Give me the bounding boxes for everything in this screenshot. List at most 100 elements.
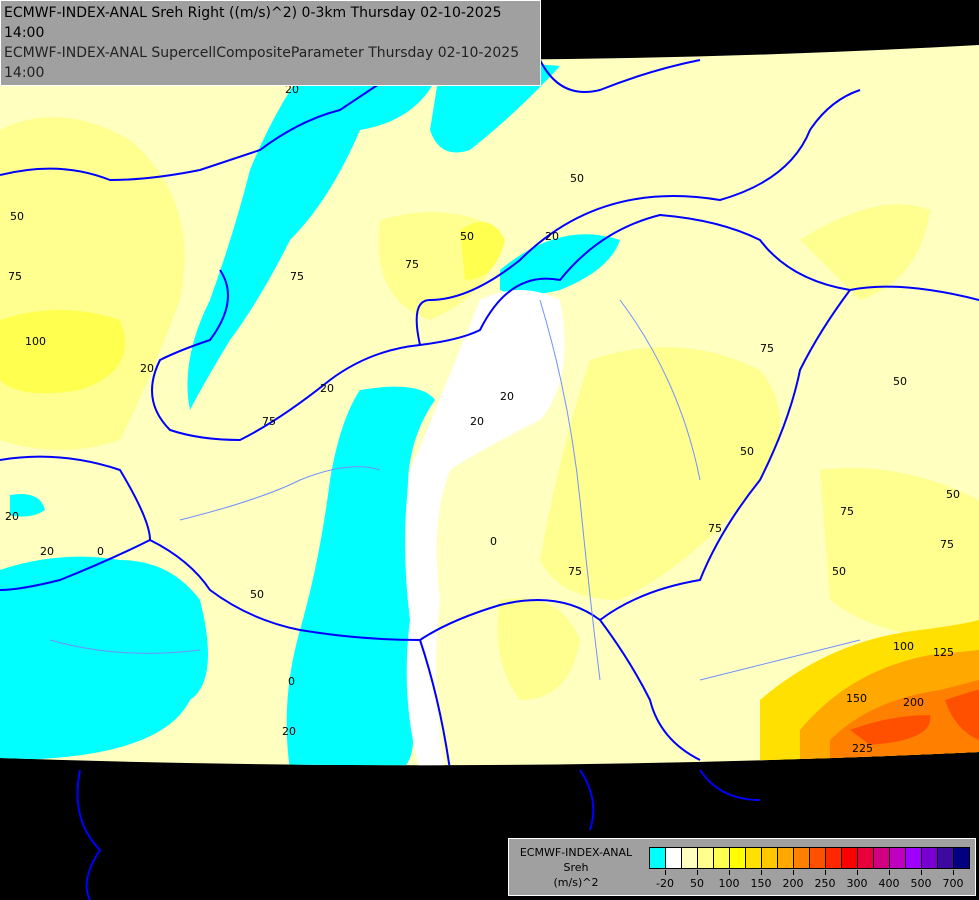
legend-tick-label: 400: [878, 877, 900, 890]
contour-label: 50: [570, 172, 584, 185]
map-title-sreh: ECMWF-INDEX-ANAL Sreh Right ((m/s)^2) 0-…: [4, 5, 502, 41]
field-negative-zone: [0, 556, 208, 760]
contour-label: 50: [893, 375, 907, 388]
legend-tick-label: -20: [656, 877, 674, 890]
field-negative-zone: [430, 64, 560, 153]
contour-label: 50: [832, 565, 846, 578]
contour-label: 20: [40, 545, 54, 558]
rivers: [49, 299, 861, 681]
legend-tick-mark: [921, 870, 922, 875]
legend-tick-mark: [761, 870, 762, 875]
field-negative-zone: [187, 66, 440, 410]
country-borders-outside: [76, 769, 761, 900]
legend-swatch: [906, 848, 922, 868]
contour-label: 75: [405, 258, 419, 271]
field-negative-zone: [286, 386, 435, 766]
country-borders: [0, 59, 979, 766]
legend-tick-mark: [729, 870, 730, 875]
legend-tick-label: 100: [718, 877, 740, 890]
legend-tick-label: 300: [846, 877, 868, 890]
legend-tick-label: 500: [910, 877, 932, 890]
legend-label: ECMWF-INDEX-ANAL Sreh (m/s)^2: [511, 845, 641, 890]
contour-label: 50: [10, 210, 24, 223]
contour-label: 100: [25, 335, 46, 348]
field-50-zone: [497, 598, 580, 700]
legend-tick-mark: [857, 870, 858, 875]
contour-label: 0: [490, 535, 497, 548]
legend-swatch: [810, 848, 826, 868]
legend-swatch: [730, 848, 746, 868]
contour-label: 0: [288, 675, 295, 688]
contour-label: 50: [460, 230, 474, 243]
legend-swatch: [762, 848, 778, 868]
legend-tick-label: 150: [750, 877, 772, 890]
contour-label: 125: [933, 646, 954, 659]
legend-tick-label: 50: [690, 877, 704, 890]
field-zero-zone: [405, 290, 565, 766]
contour-label: 50: [250, 588, 264, 601]
legend-swatch: [890, 848, 906, 868]
legend-swatch: [746, 848, 762, 868]
color-legend: ECMWF-INDEX-ANAL Sreh (m/s)^2 -20 50 100 15…: [508, 838, 976, 896]
legend-swatch: [778, 848, 794, 868]
legend-tick-label: 250: [814, 877, 836, 890]
contour-label: 50: [946, 488, 960, 501]
legend-tick-label: 200: [782, 877, 804, 890]
legend-swatch: [650, 848, 666, 868]
contour-label: 50: [740, 445, 754, 458]
legend-swatch: [858, 848, 874, 868]
field-225-zone: [850, 690, 979, 745]
field-50-zone: [800, 204, 930, 300]
contour-label: 20: [5, 510, 19, 523]
contour-label: 75: [568, 565, 582, 578]
contour-label: 20: [282, 725, 296, 738]
contour-label: 20: [285, 83, 299, 96]
map-title-panel: ECMWF-INDEX-ANAL Sreh Right ((m/s)^2) 0-…: [0, 0, 541, 86]
legend-swatch: [826, 848, 842, 868]
contour-label: 20: [545, 230, 559, 243]
contour-label: 75: [840, 505, 854, 518]
contour-label: 75: [262, 415, 276, 428]
contour-label: 75: [8, 270, 22, 283]
legend-tick-mark: [793, 870, 794, 875]
legend-unit: (m/s)^2: [553, 876, 599, 889]
contour-label: 20: [140, 362, 154, 375]
contour-label: 100: [893, 640, 914, 653]
legend-tick-mark: [889, 870, 890, 875]
legend-ticks: -20 50 100 150 200 250 300 400 500 700: [649, 870, 971, 890]
map-title-scp: ECMWF-INDEX-ANAL SupercellCompositeParam…: [4, 45, 520, 81]
legend-swatch: [794, 848, 810, 868]
legend-color-bar: [649, 847, 970, 869]
legend-model: ECMWF-INDEX-ANAL: [519, 846, 633, 859]
legend-swatch: [938, 848, 954, 868]
legend-tick-mark: [825, 870, 826, 875]
legend-swatch: [682, 848, 698, 868]
contour-label: 20: [500, 390, 514, 403]
contour-label: 20: [320, 382, 334, 395]
contour-label: 75: [940, 538, 954, 551]
field-75-zone: [460, 222, 505, 280]
contour-label: 75: [708, 522, 722, 535]
contour-label: 75: [760, 342, 774, 355]
legend-swatch: [874, 848, 890, 868]
legend-swatch: [922, 848, 938, 868]
legend-tick-label: 700: [942, 877, 964, 890]
legend-variable: Sreh: [563, 861, 589, 874]
field-50-zone: [540, 347, 780, 600]
field-negative-zone: [10, 494, 45, 517]
field-50-zone: [820, 468, 979, 640]
legend-swatch: [698, 848, 714, 868]
legend-tick-mark: [665, 870, 666, 875]
contour-label: 225: [852, 742, 873, 755]
contour-label: 75: [290, 270, 304, 283]
contour-label: 150: [846, 692, 867, 705]
legend-tick-mark: [953, 870, 954, 875]
legend-swatch: [954, 848, 969, 868]
contour-label: 200: [903, 696, 924, 709]
legend-swatch: [842, 848, 858, 868]
contour-label: 20: [470, 415, 484, 428]
field-75-zone: [0, 310, 125, 394]
